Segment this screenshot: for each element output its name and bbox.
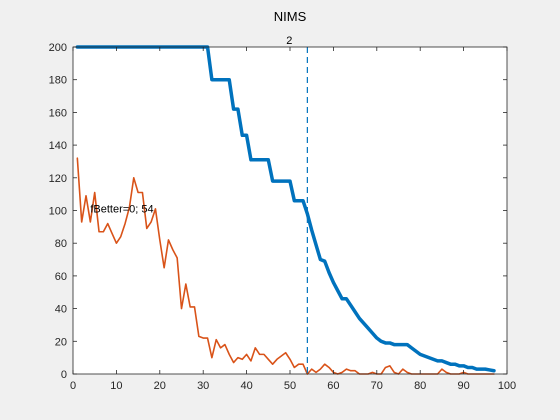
y-tick-label: 180 xyxy=(49,75,67,87)
y-tick-label: 80 xyxy=(55,238,67,250)
y-tick-label: 100 xyxy=(49,206,67,218)
x-tick-label: 30 xyxy=(197,380,209,392)
y-tick-label: 120 xyxy=(49,173,67,185)
vertical-marker-label: 2 xyxy=(286,35,292,47)
x-tick-label: 10 xyxy=(110,380,122,392)
annotation-text: fBetter=0; 54 xyxy=(90,204,153,216)
y-tick-label: 0 xyxy=(61,369,67,381)
x-tick-label: 70 xyxy=(371,380,383,392)
x-tick-label: 0 xyxy=(70,380,76,392)
y-tick-label: 200 xyxy=(49,42,67,54)
y-tick-label: 20 xyxy=(55,336,67,348)
series-line-1 xyxy=(75,45,496,373)
y-tick-label: 160 xyxy=(49,107,67,119)
x-tick-label: 50 xyxy=(284,380,296,392)
y-tick-label: 140 xyxy=(49,140,67,152)
figure-title: NIMS xyxy=(274,9,307,24)
y-tick-label: 40 xyxy=(55,304,67,316)
x-tick-label: 40 xyxy=(240,380,252,392)
x-tick-label: 20 xyxy=(154,380,166,392)
x-tick-label: 80 xyxy=(414,380,426,392)
x-tick-label: 90 xyxy=(457,380,469,392)
x-tick-label: 60 xyxy=(327,380,339,392)
x-tick-label: 100 xyxy=(498,380,516,392)
y-tick-label: 60 xyxy=(55,271,67,283)
axes: 0 10 20 30 40 50 60 70 80 90 100 0 20 40 60 80 100 120 140… xyxy=(49,42,517,392)
